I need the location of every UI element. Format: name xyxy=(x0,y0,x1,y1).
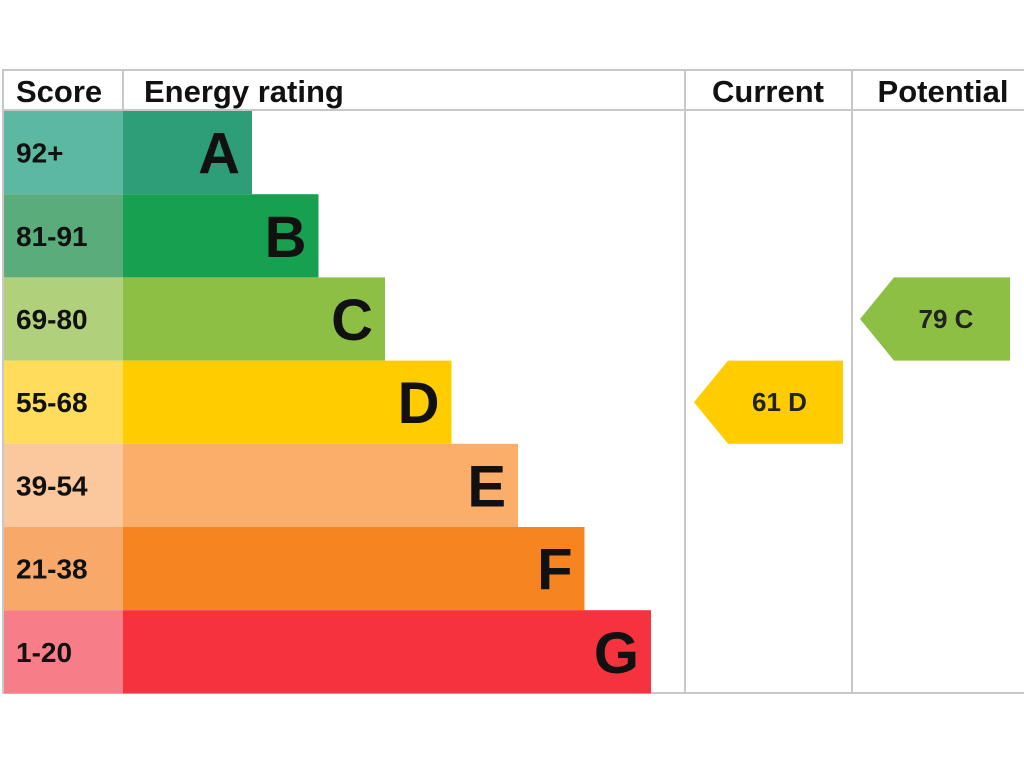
score-cell-g xyxy=(4,610,123,694)
score-cell-c xyxy=(4,277,123,361)
score-cell-d xyxy=(4,360,123,444)
score-range-d: 55-68 xyxy=(16,387,88,418)
score-cell-f xyxy=(4,527,123,611)
potential-rating-label: 79 C xyxy=(919,304,974,334)
band-bar-a xyxy=(123,111,252,195)
band-letter-b: B xyxy=(265,205,307,270)
score-range-b: 81-91 xyxy=(16,221,88,252)
current-rating-label: 61 D xyxy=(752,387,807,417)
score-range-a: 92+ xyxy=(16,138,64,169)
band-letter-c: C xyxy=(331,288,373,353)
score-cell-b xyxy=(4,194,123,278)
header-potential: Potential xyxy=(878,74,1009,109)
band-letter-d: D xyxy=(398,371,440,436)
band-bar-b xyxy=(123,194,319,278)
score-cell-a xyxy=(4,111,123,195)
band-letter-a: A xyxy=(198,122,240,187)
band-bar-e xyxy=(123,443,518,527)
header-current: Current xyxy=(712,74,824,109)
rating-indicators: 61 D 79 C xyxy=(694,277,1010,444)
rating-bands: 92+ A 81-91 B 69-80 C 55-68 D 39-54 E 21-38 F 1-20 G xyxy=(4,111,651,694)
header-energy-rating: Energy rating xyxy=(144,74,344,109)
band-letter-e: E xyxy=(467,454,506,519)
band-bar-d xyxy=(123,360,452,444)
header-score: Score xyxy=(16,74,102,109)
potential-rating-arrow xyxy=(860,277,1010,361)
band-bar-f xyxy=(123,527,585,611)
score-range-f: 21-38 xyxy=(16,554,88,585)
band-bar-c xyxy=(123,277,385,361)
band-letter-f: F xyxy=(537,538,572,603)
current-rating-arrow xyxy=(694,360,843,444)
band-bar-g xyxy=(123,610,651,694)
band-letter-g: G xyxy=(594,621,639,686)
score-range-g: 1-20 xyxy=(16,637,72,668)
score-cell-e xyxy=(4,443,123,527)
score-range-e: 39-54 xyxy=(16,470,88,501)
score-range-c: 69-80 xyxy=(16,304,88,335)
